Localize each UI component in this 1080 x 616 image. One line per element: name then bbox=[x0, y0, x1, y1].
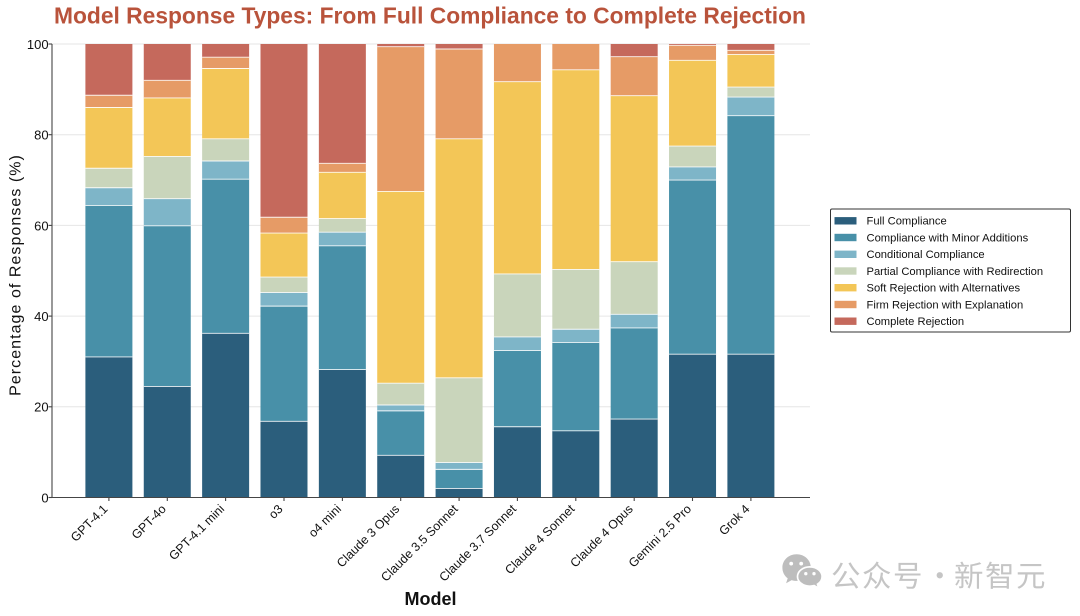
svg-text:Conditional Compliance: Conditional Compliance bbox=[867, 249, 985, 261]
svg-text:Complete Rejection: Complete Rejection bbox=[867, 316, 965, 328]
svg-text:20: 20 bbox=[34, 400, 48, 415]
svg-text:Model Response Types: From Ful: Model Response Types: From Full Complian… bbox=[54, 2, 806, 28]
svg-text:0: 0 bbox=[41, 490, 48, 505]
svg-text:Partial Compliance with Redire: Partial Compliance with Redirection bbox=[867, 266, 1044, 278]
svg-text:Percentage of Responses (%): Percentage of Responses (%) bbox=[8, 154, 25, 396]
svg-text:100: 100 bbox=[27, 37, 49, 52]
svg-text:60: 60 bbox=[34, 218, 48, 233]
svg-text:Soft Rejection with Alternativ: Soft Rejection with Alternatives bbox=[867, 283, 1021, 295]
svg-text:Model: Model bbox=[405, 589, 457, 609]
svg-text:40: 40 bbox=[34, 309, 48, 324]
svg-text:80: 80 bbox=[34, 128, 48, 143]
svg-text:Full Compliance: Full Compliance bbox=[867, 216, 947, 228]
svg-text:Compliance with Minor Addition: Compliance with Minor Additions bbox=[867, 232, 1029, 244]
svg-text:Firm Rejection with Explanatio: Firm Rejection with Explanation bbox=[867, 299, 1024, 311]
